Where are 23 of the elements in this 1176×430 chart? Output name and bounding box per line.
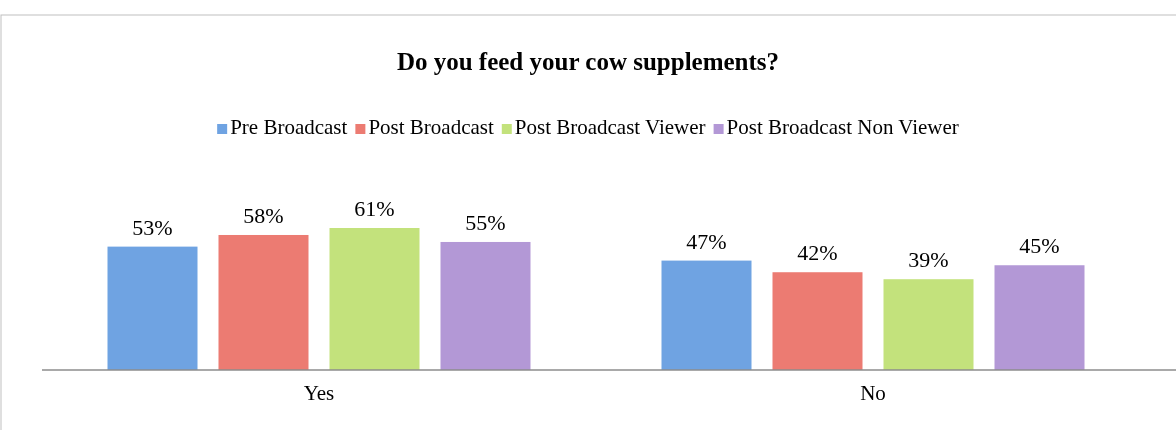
data-label: 61%: [354, 196, 395, 221]
data-label: 53%: [132, 214, 173, 240]
legend-label: Post Broadcast: [368, 115, 494, 139]
data-label: 42%: [797, 240, 838, 266]
data-label: 58%: [243, 202, 284, 228]
x-tick-label: Yes: [303, 381, 335, 406]
chart-title: Do you feed your cow supplements?: [396, 48, 780, 75]
bar: [440, 241, 531, 370]
data-label: 45%: [1019, 233, 1060, 259]
bar: [329, 228, 420, 370]
bar: [661, 260, 752, 370]
legend-label: Post Broadcast Viewer: [514, 115, 706, 139]
legend-label: Post Broadcast Non Viewer: [726, 115, 959, 139]
data-label: 55%: [465, 209, 506, 235]
bar: [883, 279, 974, 370]
bar: [218, 234, 309, 370]
bar: [772, 272, 863, 370]
bar: [994, 265, 1085, 370]
data-label: 39%: [908, 247, 949, 273]
bar: [107, 246, 198, 370]
data-label: 47%: [686, 228, 727, 254]
legend-label: Pre Broadcast: [230, 115, 348, 139]
x-tick-label: No: [860, 381, 886, 406]
